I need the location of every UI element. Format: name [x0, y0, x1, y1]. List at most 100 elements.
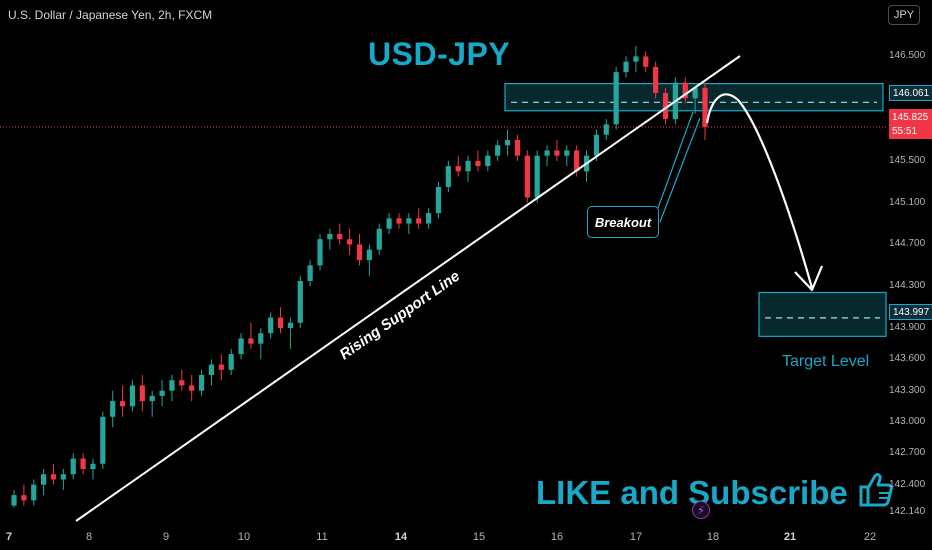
- candle: [702, 87, 708, 127]
- projection-arrowhead: [794, 265, 824, 292]
- candle: [110, 401, 116, 417]
- candle: [633, 56, 639, 62]
- candle: [475, 160, 481, 167]
- lightning-bolt-icon[interactable]: ⚡: [692, 501, 710, 519]
- candle: [11, 495, 17, 506]
- candle: [623, 61, 629, 73]
- candle: [406, 218, 412, 224]
- breakout-pointer: [657, 111, 694, 209]
- candle: [287, 322, 293, 328]
- chart-title: USD-JPY: [368, 36, 511, 72]
- time-tick-label: 8: [85, 531, 93, 543]
- candle: [119, 401, 126, 407]
- candle: [366, 249, 372, 261]
- candle: [544, 150, 550, 156]
- candle: [258, 333, 264, 344]
- candle: [189, 385, 195, 391]
- price-tick-label: 145.500: [889, 154, 926, 166]
- price-tick-label: 142.700: [889, 447, 926, 459]
- symbol-header: U.S. Dollar / Japanese Yen, 2h, FXCM: [8, 8, 213, 22]
- candle: [129, 385, 136, 407]
- target-price-tag: 143.997: [889, 304, 932, 320]
- candle: [455, 166, 461, 172]
- candle: [337, 234, 343, 240]
- price-tick-label: 143.900: [889, 322, 926, 333]
- candle: [504, 140, 511, 146]
- candle: [356, 244, 363, 261]
- candle: [60, 474, 66, 480]
- breakout-callout: Breakout: [587, 206, 659, 238]
- time-tick-label: 7: [5, 531, 13, 543]
- candle: [574, 150, 580, 172]
- support-line-label: Rising Support Line: [337, 268, 463, 364]
- price-tick-label: 143.300: [889, 384, 926, 396]
- candle: [445, 166, 451, 187]
- target-level-label: Target Level: [782, 353, 870, 370]
- time-tick-label: 21: [783, 531, 797, 543]
- time-tick-label: 10: [237, 531, 251, 543]
- countdown-tag: 55:51: [889, 123, 932, 139]
- candle: [564, 150, 570, 156]
- price-tick-label: 142.140: [889, 505, 926, 517]
- candle: [386, 218, 392, 229]
- candle: [218, 364, 224, 370]
- candle: [376, 228, 382, 250]
- candle: [495, 145, 501, 156]
- thumbs-up-icon: [859, 473, 893, 507]
- price-tick-label: 142.400: [889, 478, 926, 490]
- candle: [228, 354, 234, 370]
- like-subscribe-banner: LIKE and Subscribe: [536, 470, 895, 512]
- candle: [327, 234, 333, 240]
- candle: [80, 458, 86, 469]
- price-tick-label: 144.700: [889, 238, 926, 250]
- candle: [682, 82, 688, 99]
- time-tick-label: 15: [472, 531, 486, 543]
- candle: [426, 213, 432, 224]
- projection-arrow: [705, 93, 814, 289]
- candle: [198, 375, 205, 391]
- candle: [100, 416, 106, 464]
- candle: [41, 474, 47, 485]
- current-price-tag: 145.825: [889, 109, 932, 125]
- candle: [317, 239, 323, 266]
- candle: [50, 474, 57, 480]
- price-tick-label: 143.600: [889, 353, 926, 365]
- candle: [179, 380, 185, 386]
- candle: [643, 56, 649, 67]
- candle: [208, 364, 215, 375]
- candle: [524, 155, 530, 198]
- candle: [653, 66, 659, 93]
- candle: [149, 395, 155, 402]
- time-tick-label: 9: [162, 531, 170, 543]
- candle: [238, 338, 244, 355]
- time-tick-label: 22: [863, 531, 877, 543]
- candle: [435, 187, 442, 214]
- candle: [662, 93, 669, 120]
- price-tick-label: 145.100: [889, 196, 926, 208]
- price-tick-label: 143.000: [889, 416, 926, 427]
- candle: [307, 265, 313, 281]
- candle: [248, 338, 254, 344]
- candle: [514, 140, 521, 156]
- candle: [139, 385, 145, 402]
- price-tick-label: 146.500: [889, 50, 926, 62]
- candle: [465, 160, 471, 172]
- candle: [169, 380, 175, 391]
- currency-button[interactable]: JPY: [888, 5, 920, 25]
- target-zone: [758, 291, 887, 337]
- price-tick-label: 144.300: [889, 280, 926, 292]
- candle: [692, 87, 698, 99]
- candle: [268, 317, 274, 334]
- candle: [21, 495, 27, 501]
- time-tick-label: 18: [706, 531, 720, 543]
- candle: [90, 463, 96, 469]
- candle: [70, 458, 76, 475]
- candle: [277, 317, 284, 328]
- cta-text: LIKE and Subscribe: [536, 474, 848, 511]
- candle: [416, 218, 422, 224]
- candle: [396, 218, 402, 224]
- time-tick-label: 11: [316, 531, 328, 543]
- candle: [613, 72, 619, 125]
- candle: [159, 390, 165, 396]
